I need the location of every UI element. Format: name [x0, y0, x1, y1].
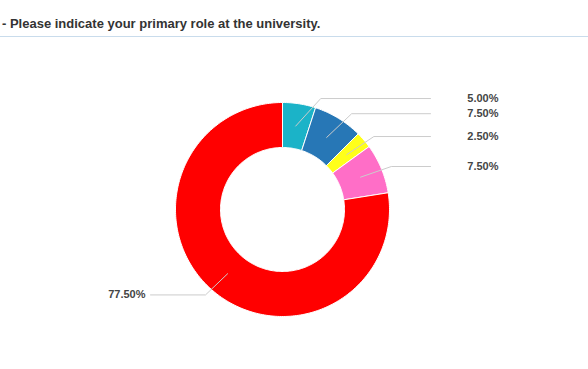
svg-text:5.00%: 5.00% — [467, 92, 498, 104]
svg-text:77.50%: 77.50% — [108, 288, 146, 300]
html-text:- Please indicate your primary: - Please indicate your primary role at t… — [2, 16, 321, 31]
svg-text:7.50%: 7.50% — [467, 160, 498, 172]
svg-text:2.50%: 2.50% — [467, 130, 498, 142]
svg-text:7.50%: 7.50% — [467, 107, 498, 119]
